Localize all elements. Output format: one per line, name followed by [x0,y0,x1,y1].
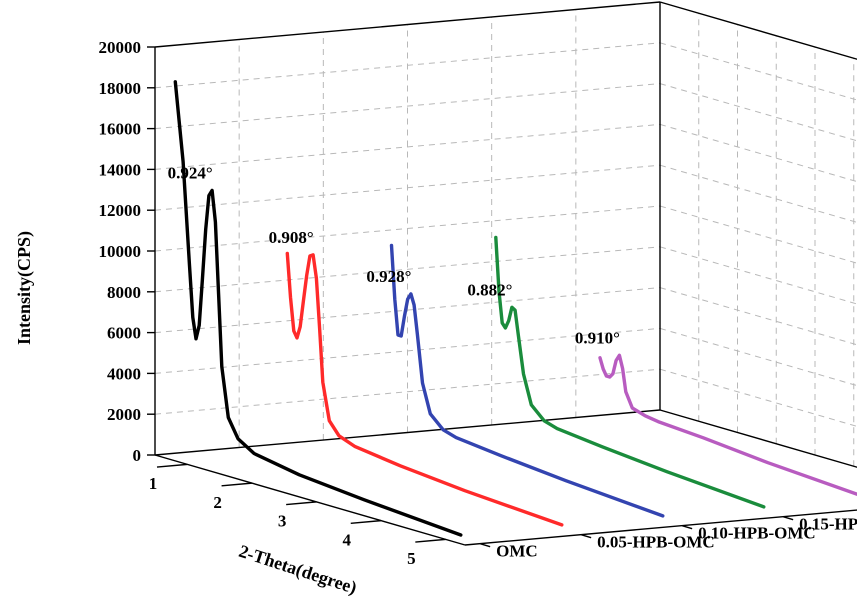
x-tick [350,519,382,525]
gridline-back-wall [659,164,857,223]
y-tick-label: 10000 [99,242,142,261]
y-tick-label: 0 [133,446,142,465]
peak-annotation: 0.882° [467,280,512,299]
x-tick-label: 4 [342,530,351,549]
depth-tick [479,542,491,548]
x-axis-title: 2-Theta(degree) [236,541,359,599]
x-tick [221,482,252,487]
series-category-label: 0.05-HPB-OMC [597,533,715,552]
x-tick-label: 2 [213,493,222,512]
series-category-label: OMC [496,542,538,561]
top-back-edge [659,1,857,60]
series-category-label: 0.10-HPB-OMC [698,524,816,543]
box-frame [147,1,857,548]
series-line [285,251,564,527]
gridline-back-wall [659,287,857,346]
series-line [173,80,463,537]
gridline-left-wall [154,246,661,293]
series-lines [173,80,857,537]
gridline-back-wall [659,83,857,142]
y-tick-label: 16000 [99,120,142,139]
top-left-edge [154,1,661,48]
peak-annotation: 0.924° [168,163,213,182]
back-wall-grid [154,9,857,467]
y-axis-title: Intensity(CPS) [14,231,35,345]
x-tick-label: 1 [149,474,158,493]
x-tick [156,463,188,468]
gridline-back-wall [659,368,857,427]
x-tick-label: 3 [278,512,287,531]
y-tick-label: 18000 [99,79,142,98]
floor-back-edge [659,409,857,468]
depth-tick [681,524,693,530]
gridline-back-wall [659,246,857,305]
depth-tick [580,533,592,539]
tick-labels: 0 2000 4000 6000 8000 10000 12000 14000 16000 180… [99,38,857,568]
y-tick-label: 6000 [107,324,141,343]
y-tick-label: 14000 [99,160,142,179]
gridline-back-wall [659,123,857,183]
y-tick-label: 20000 [99,38,142,57]
peak-annotation: 0.910° [575,328,620,347]
series-category-label: 0.15-HPB-OMC [799,515,857,534]
x-tick [415,538,446,543]
x-tick-label: 5 [407,549,416,568]
gridline-left-wall [154,368,661,415]
peak-annotation: 0.928° [366,267,411,286]
series-line [494,235,766,509]
x-tick [286,501,317,506]
gridline-back-wall [659,327,857,387]
series-line [389,243,665,518]
gridline-left-wall [154,123,661,170]
y-tick-label: 12000 [99,201,142,220]
gridline-left-wall [154,83,661,130]
depth-axis-line [464,509,857,546]
gridline-back-wall [659,205,857,264]
y-tick-label: 8000 [107,283,141,302]
x-axis-line [154,454,466,546]
floor-edge [154,409,661,456]
peak-annotation: 0.908° [269,228,314,247]
series-line [598,353,857,496]
y-tick-label: 4000 [107,364,141,383]
depth-tick [782,515,794,521]
gridline-back-wall [659,42,857,101]
y-tick-label: 2000 [107,405,141,424]
